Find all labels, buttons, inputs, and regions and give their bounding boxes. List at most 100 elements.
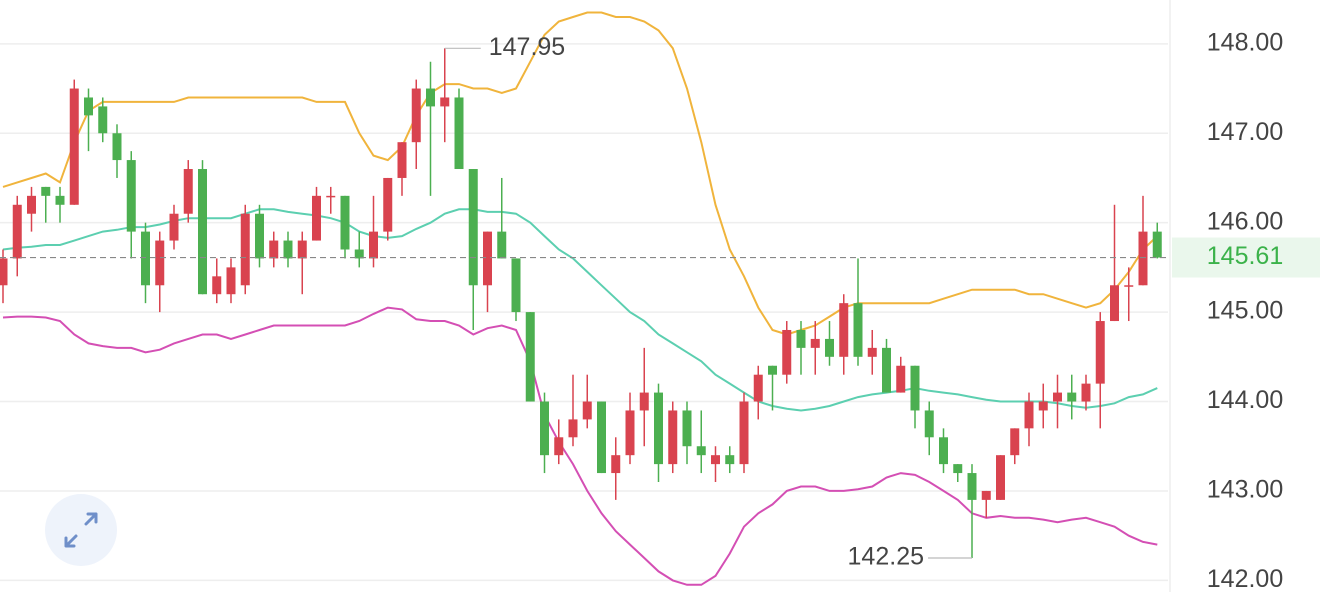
expand-button-bg[interactable] [45,494,117,566]
candle-body [924,410,934,438]
candle-body [126,160,136,232]
candle-body [625,410,635,456]
candle-body [1081,383,1091,402]
last-price-box [1172,237,1320,278]
candle-body [981,490,991,500]
candle-body [1053,392,1062,402]
candle-body [882,347,891,393]
expand-button[interactable] [45,494,117,566]
candle-body [782,329,792,375]
candle-body [397,142,407,178]
annotation-label: 147.95 [489,33,565,61]
candle-body [768,365,777,375]
candle-body [611,455,621,474]
grid [0,43,1168,582]
candle-body [696,446,706,456]
band-line [2,306,1158,586]
candle-body [739,401,749,465]
candle-body [1024,401,1034,429]
candle-body [27,195,36,214]
candle-body [711,455,720,465]
candle-body [383,177,393,232]
candle-body [255,213,264,259]
candle-body [141,231,150,286]
candle-body [1038,401,1048,411]
candle-body [654,392,663,465]
candle-body [996,455,1005,500]
candle-body [283,240,293,259]
candle-body [297,240,307,259]
candle-body [967,473,977,500]
candle-body [668,410,678,465]
candle-body [525,312,535,402]
candle-body [112,133,122,161]
candle-body [183,169,193,214]
candle-body [1067,392,1077,402]
candle-body [426,88,435,107]
band-line [2,208,1158,412]
candle-body [682,410,692,447]
candle-body [953,464,963,474]
candle-body [511,258,521,313]
candle-body [155,240,165,286]
candle-body [226,267,236,295]
candle-body [582,401,592,420]
annotation-label: 142.25 [848,543,924,571]
y-tick-label: 147.00 [1207,118,1283,146]
candle-body [69,88,79,205]
candle-body [1095,321,1105,384]
candle-body [98,106,108,134]
band-line [2,11,1158,336]
candle-body [84,97,93,116]
candle-body [0,258,8,286]
candle-body [12,204,22,259]
candle-body [1010,428,1020,456]
y-tick-label: 148.00 [1207,28,1283,56]
candle-body [796,329,806,348]
candle-body [939,437,948,465]
candle-body [554,437,564,456]
candle-body [55,195,65,205]
candle-body [198,169,207,295]
last-price-label: 145.61 [1207,242,1283,270]
candle-body [896,365,906,393]
candle-body [810,338,820,348]
candle-body [1152,231,1162,258]
candle-body [639,392,649,411]
candle-body [597,401,606,474]
candle-body [910,365,920,411]
candle-body [853,303,863,357]
candle-body [1110,285,1119,322]
candle-body [312,195,321,241]
candle-body [240,213,250,286]
candle-body [497,231,507,259]
candle-body [354,249,364,259]
candle-body [326,195,336,198]
candle-body [169,213,179,241]
candle-body [212,276,222,295]
candle-body [483,231,492,286]
candle-body [41,186,51,196]
candle-body [340,195,350,250]
y-tick-label: 142.00 [1207,565,1283,592]
y-tick-label: 145.00 [1207,297,1283,325]
expand-icon[interactable] [64,512,98,548]
candle-body [540,401,549,456]
candle-body [440,97,450,107]
candle-body [1124,285,1134,287]
candle-body [369,231,378,259]
y-tick-label: 144.00 [1207,386,1283,414]
candle-body [269,240,279,259]
candle-body [411,88,421,143]
candle-body [1138,231,1148,286]
candle-body [468,169,478,286]
candle-body [568,419,578,438]
candle-body [454,97,464,170]
candle-body [867,347,877,357]
candle-body [725,455,735,465]
y-tick-label: 146.00 [1207,207,1283,235]
candle-body [825,338,834,357]
candle-body [839,303,849,357]
